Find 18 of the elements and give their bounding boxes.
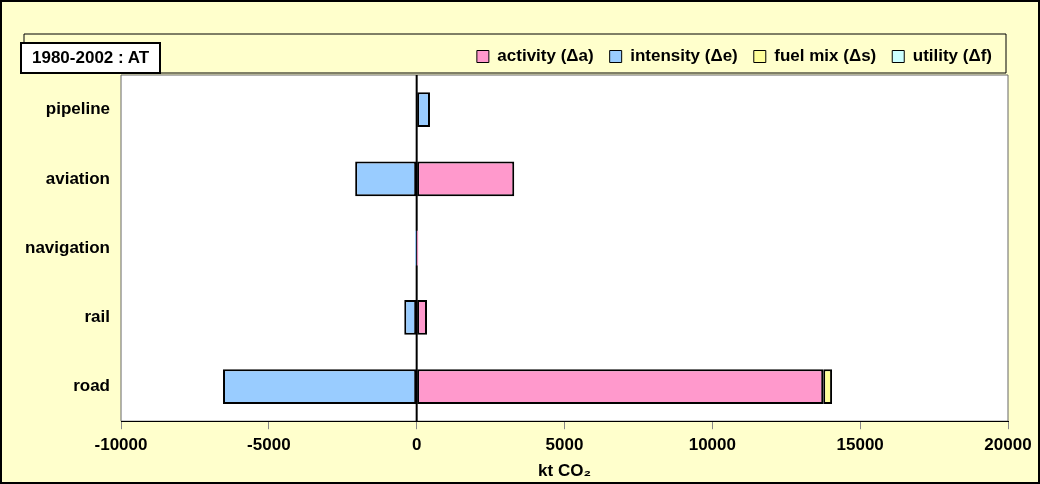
legend-label: activity (Δa) <box>497 46 594 66</box>
y-tick-label: pipeline <box>45 99 111 119</box>
x-tick-label: -10000 <box>94 435 148 455</box>
x-tick-label: 10000 <box>688 435 736 455</box>
y-tick-label: navigation <box>24 237 111 257</box>
legend-label: utility (Δf) <box>912 46 993 66</box>
x-tick-label: -5000 <box>247 435 291 455</box>
chart-title: 1980-2002 : AT <box>20 42 162 74</box>
legend-label: fuel mix (Δs) <box>774 46 877 66</box>
x-tick-label: 5000 <box>545 435 584 455</box>
x-tick-label: 20000 <box>984 435 1032 455</box>
x-tick-label: 0 <box>411 435 422 455</box>
x-tick-label: 15000 <box>836 435 884 455</box>
y-tick-label: rail <box>84 307 111 327</box>
y-tick-label: road <box>73 376 111 396</box>
y-tick-label: aviation <box>45 168 111 188</box>
x-axis-title: kt CO₂ <box>538 461 591 481</box>
legend-label: intensity (Δe) <box>630 46 738 66</box>
